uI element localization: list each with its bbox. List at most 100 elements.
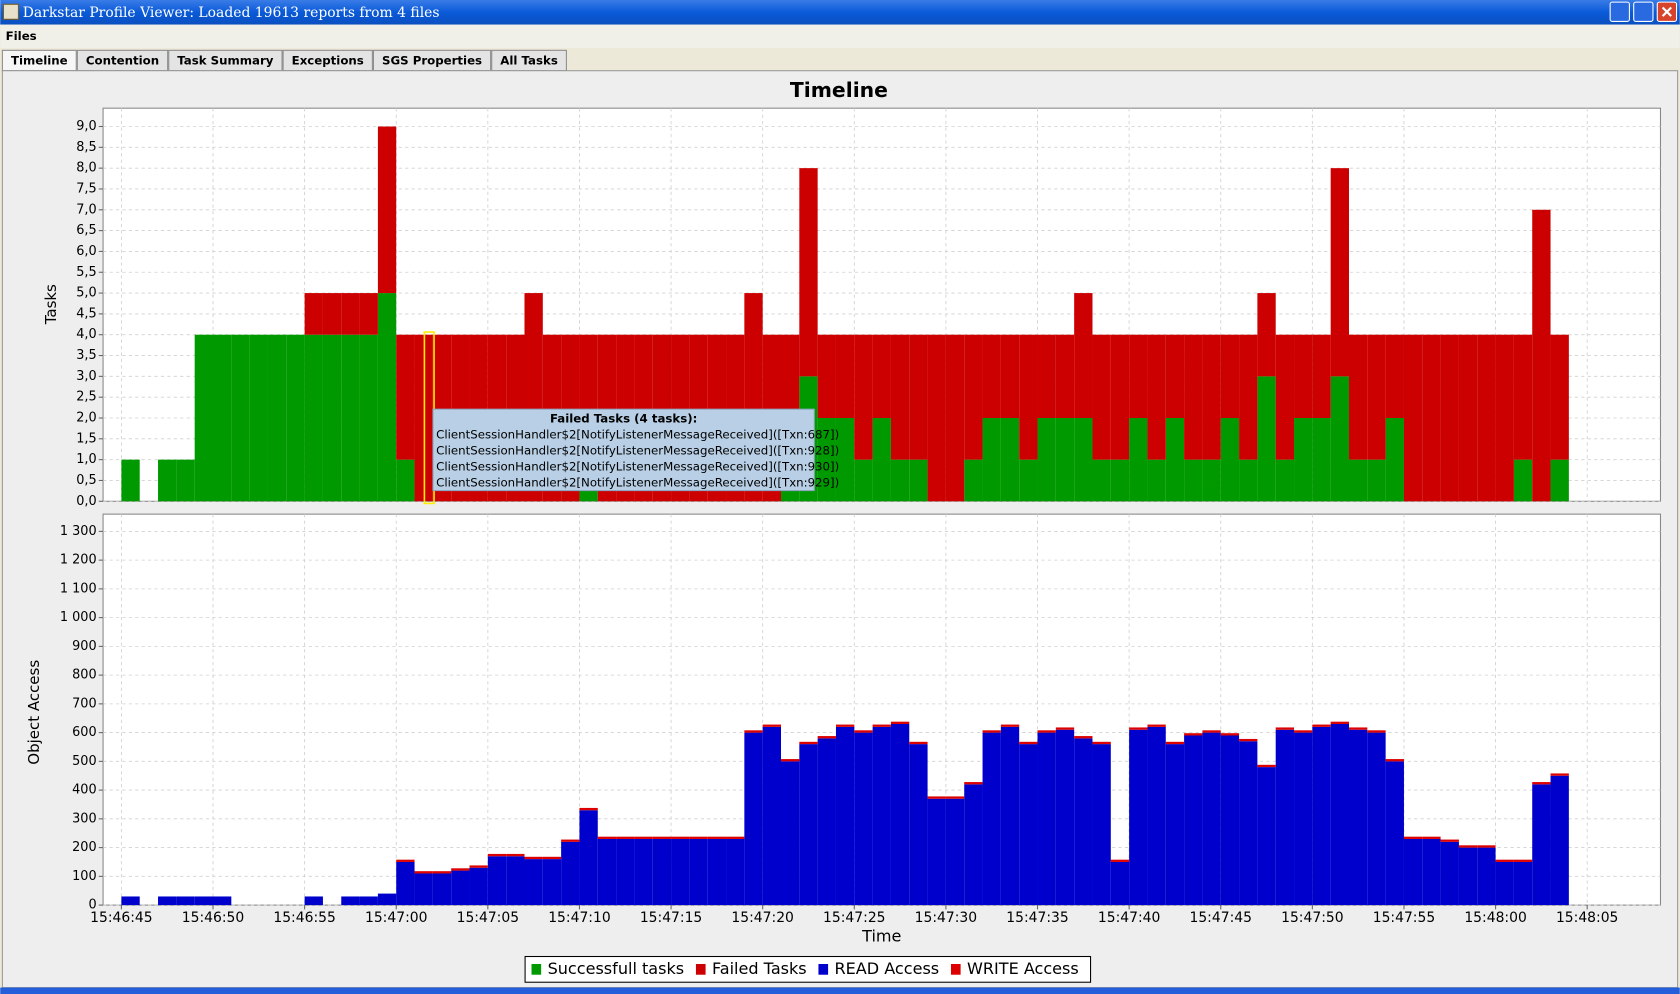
tab-label: SGS Properties: [382, 54, 482, 68]
bar: [469, 867, 488, 906]
bar: [359, 334, 378, 502]
bar: [1055, 727, 1075, 730]
bar: [1385, 759, 1404, 762]
bar: [359, 896, 378, 906]
legend: Successfull tasks Failed Tasks READ Access…: [524, 955, 1092, 983]
legend-swatch: [531, 964, 542, 975]
bar: [1294, 732, 1313, 906]
y-tick-label: 6,5: [76, 223, 96, 238]
bar: [396, 861, 415, 906]
bar: [1129, 727, 1148, 730]
bar: [762, 724, 782, 727]
bar: [1403, 838, 1423, 906]
bar: [689, 838, 708, 906]
bar: [1220, 334, 1240, 419]
bar: [304, 293, 323, 335]
bar: [542, 856, 562, 860]
tab-label: Timeline: [11, 54, 68, 68]
bar: [1458, 847, 1478, 906]
bar: [396, 334, 415, 460]
bar: [1165, 741, 1185, 745]
bar: [524, 856, 543, 860]
bar: [231, 334, 250, 502]
window-title: Darkstar Profile Viewer: Loaded 19613 re…: [23, 5, 440, 21]
bar: [762, 726, 782, 906]
x-tick-label: 15:47:50: [1281, 910, 1343, 926]
y-tick-label: 300: [72, 811, 97, 826]
bar: [1513, 861, 1533, 906]
bar: [194, 334, 214, 502]
bar: [1147, 334, 1166, 460]
bar: [1257, 767, 1276, 906]
bar: [451, 868, 470, 871]
y-tick-label: 1 200: [60, 553, 97, 568]
bar: [1074, 418, 1093, 502]
bar: [817, 418, 836, 502]
bar: [652, 836, 672, 839]
bar: [964, 334, 983, 460]
tab[interactable]: Contention: [76, 49, 169, 72]
bar: [671, 836, 690, 839]
bar: [1019, 741, 1038, 745]
tab[interactable]: All Tasks: [491, 49, 567, 72]
y-tick-label: 8,0: [76, 161, 96, 176]
bar: [1275, 459, 1295, 502]
bar: [634, 838, 653, 906]
bar: [872, 724, 891, 727]
bar: [487, 853, 507, 857]
bar: [1440, 839, 1459, 842]
bar: [121, 896, 140, 906]
bar: [1477, 334, 1496, 502]
bar: [597, 836, 617, 839]
bar: [1257, 376, 1276, 502]
tab[interactable]: Exceptions: [282, 49, 373, 72]
bar: [781, 761, 800, 906]
bar: [1422, 334, 1441, 502]
bar: [652, 838, 672, 906]
bar: [707, 836, 727, 839]
bar: [1275, 729, 1295, 906]
y-axis-label: Object Access: [25, 660, 43, 765]
bar: [1074, 293, 1093, 419]
bar: [158, 459, 177, 502]
bar: [909, 459, 928, 502]
x-tick-label: 15:47:20: [731, 910, 793, 926]
menu-item[interactable]: Files: [6, 29, 37, 43]
bar: [322, 334, 342, 502]
bar: [1385, 761, 1404, 906]
bar: [414, 871, 433, 874]
bar: [432, 871, 452, 874]
tab[interactable]: SGS Properties: [372, 49, 492, 72]
y-tick-label: 2,0: [76, 411, 96, 426]
maximize-button[interactable]: [1633, 1, 1654, 22]
bar: [377, 893, 397, 906]
bar: [1403, 334, 1423, 502]
bar: [817, 334, 836, 419]
bar: [1348, 729, 1368, 906]
bar: [1092, 459, 1111, 502]
bar: [396, 459, 415, 502]
bar: [1312, 724, 1331, 727]
y-tick-label: 1,5: [76, 431, 96, 446]
tab[interactable]: Task Summary: [168, 49, 283, 72]
x-tick-label: 15:48:05: [1556, 910, 1618, 926]
bar: [982, 334, 1001, 419]
bar: [249, 334, 268, 502]
bar: [1275, 334, 1295, 460]
bar: [1495, 334, 1514, 502]
bar: [1000, 726, 1020, 906]
bar: [616, 838, 635, 906]
tab-label: Task Summary: [177, 54, 273, 68]
bar: [1458, 845, 1478, 848]
y-tick-label: 6,0: [76, 244, 96, 259]
bar: [744, 730, 763, 733]
tab[interactable]: Timeline: [1, 49, 77, 72]
x-tick-label: 15:47:35: [1006, 910, 1068, 926]
bar: [1055, 334, 1075, 419]
bar: [1019, 744, 1038, 906]
bar: [1257, 764, 1276, 768]
bar: [1110, 334, 1130, 460]
minimize-button[interactable]: [1609, 1, 1630, 22]
x-tick-label: 15:48:00: [1464, 910, 1526, 926]
